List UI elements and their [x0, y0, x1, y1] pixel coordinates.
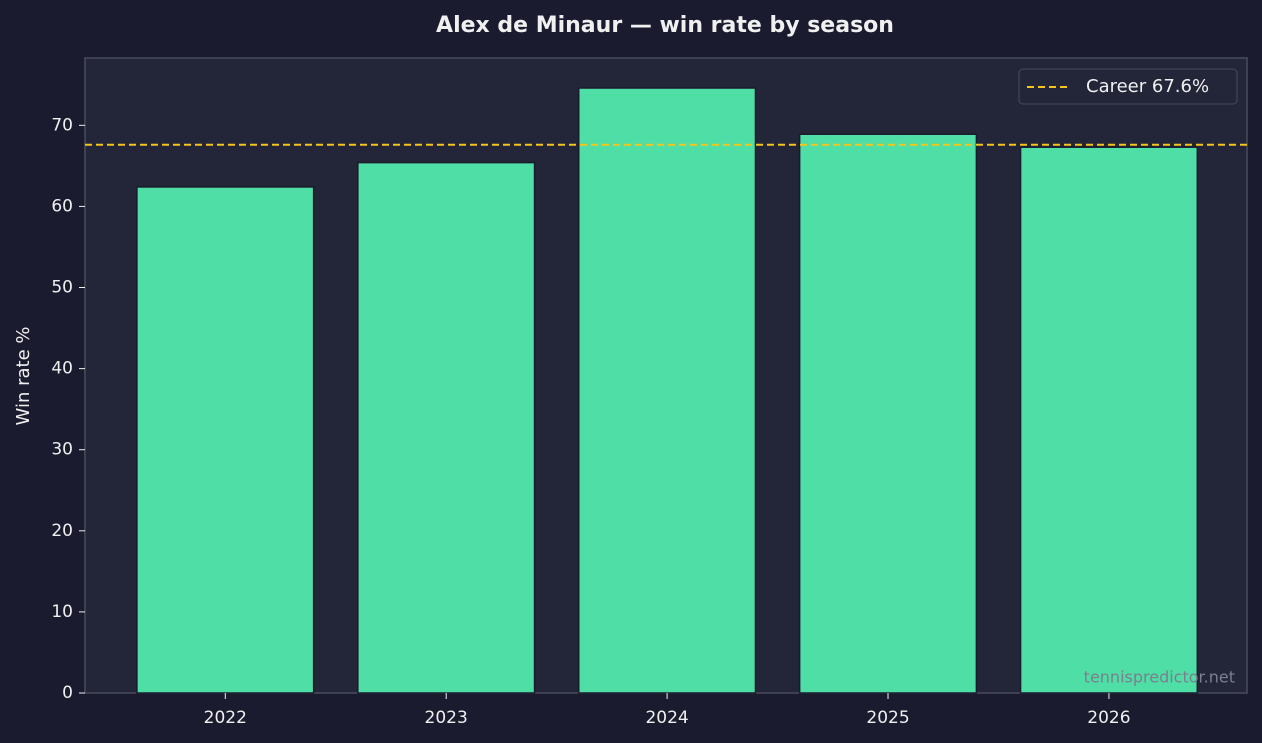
bar: [1019, 146, 1199, 694]
legend-box: [1018, 68, 1238, 105]
bar: [577, 87, 757, 694]
x-tick-label: 2024: [645, 708, 688, 728]
watermark: tennispredictor.net: [1084, 668, 1235, 687]
y-tick-label: 30: [51, 440, 73, 460]
x-tick-label: 2025: [866, 708, 909, 728]
y-tick-label: 10: [51, 602, 73, 622]
chart-title: Alex de Minaur — win rate by season: [436, 13, 894, 38]
x-tick-label: 2026: [1087, 708, 1130, 728]
y-tick-label: 0: [62, 683, 73, 703]
y-tick-label: 50: [51, 278, 73, 298]
x-tick-label: 2023: [425, 708, 468, 728]
y-tick-label: 70: [51, 115, 73, 135]
legend-label: Career 67.6%: [1086, 76, 1209, 97]
y-tick-label: 20: [51, 521, 73, 541]
bar: [798, 133, 978, 694]
y-tick-label: 60: [51, 196, 73, 216]
bar: [136, 186, 315, 694]
y-axis-label: Win rate %: [13, 327, 34, 426]
y-tick-label: 40: [51, 359, 73, 379]
bar: [357, 161, 536, 694]
x-tick-label: 2022: [204, 708, 247, 728]
